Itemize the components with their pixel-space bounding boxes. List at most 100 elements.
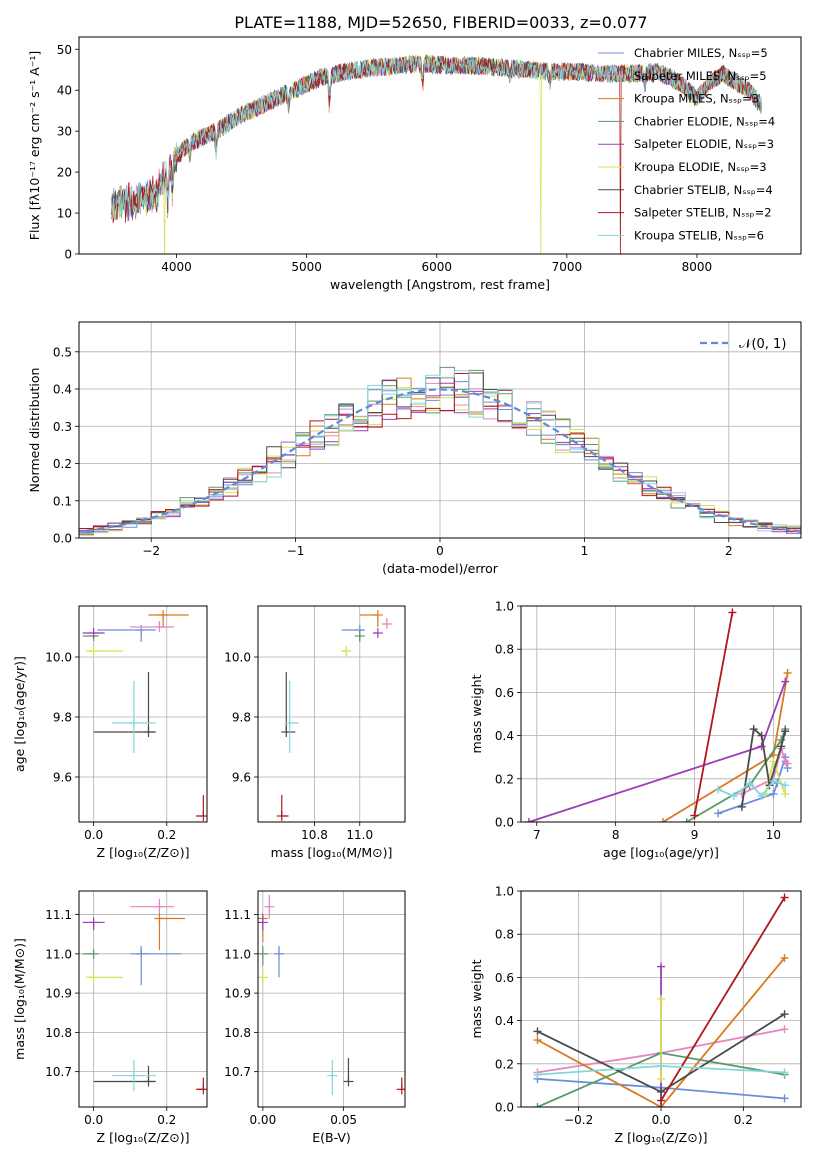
y-tick-label: 9.6	[232, 771, 251, 785]
x-tick-label: 8000	[682, 260, 713, 274]
axes-frame	[520, 605, 802, 823]
axes-frame	[520, 890, 802, 1108]
x-tick-label: 0.0	[84, 1113, 103, 1127]
errorbar-chabrier-stelib	[93, 672, 156, 737]
legend-label: Kroupa MILES, Nₛₛₚ=3	[634, 92, 759, 106]
errorbar-kroupa-elodie	[258, 969, 268, 986]
y-axis-label: Normed distribution	[27, 368, 42, 493]
weight-line-salpeter-stelib	[657, 893, 789, 1105]
plot-area	[79, 366, 801, 537]
errorbar-kroupa-elodie	[86, 972, 123, 986]
y-tick-label: 10.8	[224, 1026, 251, 1040]
y-tick-label: 1.0	[495, 600, 514, 614]
y-tick-label: 0.6	[495, 971, 514, 985]
panel-mass-vs-Z: 0.0 0.2 10.7 10.8 10.9 11.0 11.1 Z [log₁₀(Z/Z⊙)…	[12, 890, 208, 1145]
plot-area	[276, 610, 392, 821]
y-tick-label: 10	[57, 207, 72, 221]
x-axis-label: Z [log₁₀(Z/Z⊙)]	[97, 845, 190, 860]
histogram-kroupa-stelib	[79, 370, 801, 537]
y-tick-label: 0.5	[53, 345, 72, 359]
y-axis-label: mass weight	[469, 674, 484, 753]
x-tick-label: 6000	[421, 260, 452, 274]
x-tick-label: −1	[287, 544, 305, 558]
y-tick-label: 0.4	[495, 729, 514, 743]
y-tick-label: 0.0	[495, 1101, 514, 1115]
errorbar-salpeter-elodie	[82, 628, 105, 638]
legend-label: Chabrier MILES, Nₛₛₚ=5	[634, 46, 768, 60]
x-tick-label: 0.0	[651, 1113, 670, 1127]
series-line	[693, 612, 734, 816]
y-tick-label: 20	[57, 166, 72, 180]
y-tick-label: 10.8	[45, 1026, 72, 1040]
errorbar-chabrier-stelib	[93, 1065, 156, 1087]
errorbar-kroupa-elodie	[86, 646, 123, 657]
errorbar-kroupa-stelib	[284, 681, 299, 753]
y-tick-label: 0	[64, 248, 72, 262]
y-tick-label: 9.8	[232, 711, 251, 725]
y-tick-label: 10.0	[224, 651, 251, 665]
y-tick-label: 11.1	[224, 908, 251, 922]
axes-frame	[257, 890, 406, 1108]
legend-label: Kroupa STELIB, Nₛₛₚ=6	[634, 228, 764, 242]
axes-frame	[78, 321, 802, 539]
errorbar-kroupa-stelib	[111, 1059, 156, 1092]
y-tick-label: 0.3	[53, 420, 72, 434]
y-tick-label: 10.0	[45, 651, 72, 665]
y-tick-label: 0.4	[53, 383, 72, 397]
y-axis-label: mass [log₁₀(M/M⊙)]	[12, 938, 27, 1060]
y-tick-label: 10.9	[224, 987, 251, 1001]
x-tick-label: −2	[142, 544, 160, 558]
panel-age-vs-mass: 10.8 11.0 9.6 9.8 10.0 mass [log₁₀(M/M⊙)]	[224, 605, 406, 860]
errorbar-chabrier-elodie	[82, 948, 99, 959]
y-axis-label: mass weight	[469, 959, 484, 1038]
errorbar-kroupa-elodie	[341, 646, 352, 657]
y-tick-label: 30	[57, 125, 72, 139]
errorbar-salpeter-elodie	[258, 914, 268, 931]
spectrum-line-kroupa-stelib	[111, 55, 763, 221]
series-line	[528, 681, 787, 822]
y-tick-label: 9.6	[53, 771, 72, 785]
axes-frame	[78, 890, 208, 1108]
errorbar-salpeter-miles	[130, 898, 175, 915]
errorbar-chabrier-miles	[130, 945, 182, 986]
x-tick-label: 5000	[291, 260, 322, 274]
y-tick-label: 40	[57, 84, 72, 98]
y-tick-label: 0.8	[495, 928, 514, 942]
y-tick-label: 11.1	[45, 908, 72, 922]
errorbar-kroupa-miles	[148, 610, 189, 627]
y-tick-label: 0.4	[495, 1014, 514, 1028]
legend-label: Kroupa ELODIE, Nₛₛₚ=3	[634, 160, 767, 174]
panel-mass-vs-EBV: 0.00 0.05 10.7 10.8 10.9 11.0 11.1 E(B-V)	[224, 890, 406, 1145]
plot-area	[111, 53, 763, 254]
histogram-kroupa-elodie	[79, 387, 801, 535]
errorbar-salpeter-stelib	[276, 795, 289, 821]
errorbar-salpeter-stelib	[196, 1077, 207, 1095]
series-line	[717, 779, 786, 798]
y-tick-label: 0.8	[495, 643, 514, 657]
errorbar-chabrier-miles	[341, 625, 365, 642]
y-tick-label: 0.0	[53, 532, 72, 546]
normal-reference-curve	[79, 388, 801, 533]
weight-line-kroupa-stelib	[714, 776, 790, 801]
y-tick-label: 0.6	[495, 686, 514, 700]
x-tick-label: −0.2	[564, 1113, 593, 1127]
axes-frame	[78, 605, 208, 823]
legend-label: Chabrier ELODIE, Nₛₛₚ=4	[634, 114, 775, 128]
x-tick-label: 0.2	[157, 828, 176, 842]
x-tick-label: 0.0	[84, 828, 103, 842]
x-tick-label: 10	[766, 828, 781, 842]
x-tick-label: 8	[612, 828, 620, 842]
errorbar-salpeter-miles	[264, 894, 275, 919]
errorbar-kroupa-stelib	[111, 681, 156, 753]
y-tick-label: 0.0	[495, 816, 514, 830]
plot-area	[524, 608, 792, 822]
x-tick-label: 0	[436, 544, 444, 558]
legend-label: Salpeter MILES, Nₛₛₚ=5	[634, 69, 767, 83]
weight-line-salpeter-stelib	[690, 608, 737, 820]
y-tick-label: 10.7	[45, 1065, 72, 1079]
panel-residuals: −2 −1 0 1 2 0.0 0.1 0.2 0.3 0.4 0.5 (data-model)/er…	[27, 321, 802, 576]
x-tick-label: 7000	[552, 260, 583, 274]
errorbar-chabrier-elodie	[354, 631, 365, 641]
legend-label: Chabrier STELIB, Nₛₛₚ=4	[634, 183, 773, 197]
errorbar-chabrier-stelib	[343, 1057, 354, 1087]
